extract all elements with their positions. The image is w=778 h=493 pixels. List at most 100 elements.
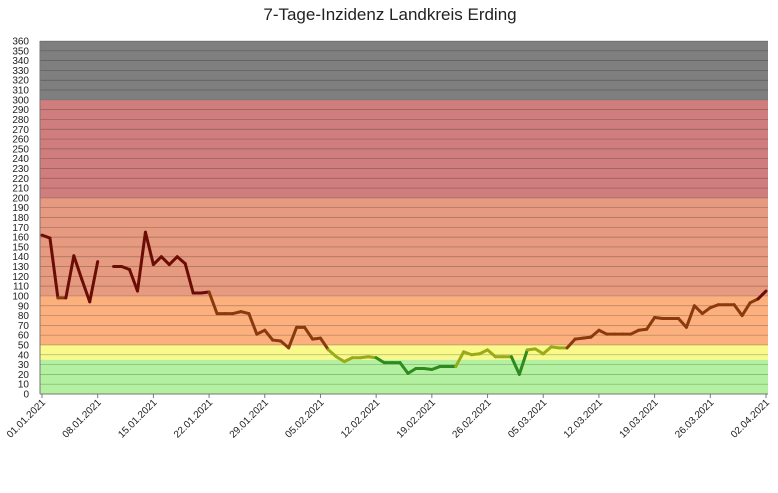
y-tick-label: 30 <box>18 360 30 371</box>
y-tick-label: 320 <box>12 76 29 87</box>
line-segment <box>756 289 768 301</box>
y-tick-label: 250 <box>12 144 29 155</box>
y-tick-label: 240 <box>12 154 29 165</box>
y-tick-label: 60 <box>18 331 30 342</box>
y-tick-label: 180 <box>12 213 29 224</box>
y-tick-label: 330 <box>12 66 29 77</box>
background-bands <box>40 41 768 394</box>
y-tick-label: 100 <box>12 291 29 302</box>
y-tick-label: 0 <box>23 390 29 401</box>
line-segment <box>589 328 601 339</box>
line-segment <box>509 355 521 376</box>
y-tick-label: 140 <box>12 252 29 263</box>
y-tick-label: 80 <box>18 311 30 322</box>
y-tick-label: 230 <box>12 164 29 175</box>
y-tick-label: 260 <box>12 135 29 146</box>
y-tick-label: 310 <box>12 86 29 97</box>
y-tick-label: 270 <box>12 125 29 136</box>
y-axis: 0102030405060708090100110120130140150160… <box>12 37 41 401</box>
x-tick-label: 19.02.2021 <box>395 397 438 440</box>
line-segment <box>143 230 155 267</box>
y-tick-label: 90 <box>18 301 30 312</box>
line-segment <box>454 350 466 369</box>
y-tick-label: 210 <box>12 184 29 195</box>
x-tick-label: 22.01.2021 <box>172 397 215 440</box>
y-tick-label: 50 <box>18 340 30 351</box>
series-line <box>40 230 768 376</box>
line-segment <box>247 312 259 336</box>
band-100-200 <box>40 197 768 296</box>
line-segment <box>318 336 330 352</box>
y-tick-label: 170 <box>12 223 29 234</box>
line-segment <box>175 255 187 266</box>
y-tick-label: 70 <box>18 321 30 332</box>
x-tick-label: 05.03.2021 <box>506 397 549 440</box>
line-segment <box>80 277 92 304</box>
y-tick-label: 220 <box>12 174 29 185</box>
line-segment <box>167 255 179 267</box>
x-tick-label: 12.02.2021 <box>339 397 382 440</box>
line-segment <box>676 316 688 329</box>
y-tick-label: 20 <box>18 370 30 381</box>
band-200-300 <box>40 99 768 198</box>
band-0-35 <box>40 359 768 394</box>
line-segment <box>398 361 410 375</box>
y-tick-label: 360 <box>12 37 29 48</box>
y-tick-label: 40 <box>18 350 30 361</box>
line-segment <box>279 339 291 350</box>
line-segment <box>326 348 338 359</box>
line-segment <box>374 356 386 365</box>
x-tick-label: 29.01.2021 <box>228 397 271 440</box>
y-tick-label: 190 <box>12 203 29 214</box>
x-tick-label: 15.01.2021 <box>116 397 159 440</box>
line-segment <box>732 303 744 318</box>
line-segment <box>334 355 346 364</box>
line-segment <box>303 325 315 341</box>
x-tick-label: 12.03.2021 <box>562 397 605 440</box>
line-segment <box>128 267 139 293</box>
y-tick-label: 350 <box>12 46 29 57</box>
line-segment <box>263 328 275 342</box>
line-segment <box>151 255 163 267</box>
y-tick-label: 110 <box>13 282 29 293</box>
y-tick-label: 280 <box>12 115 29 126</box>
y-tick-label: 130 <box>12 262 29 273</box>
line-segment <box>64 254 76 300</box>
line-segment <box>135 230 147 293</box>
y-tick-label: 10 <box>18 380 30 391</box>
line-segment <box>207 290 219 316</box>
y-tick-label: 200 <box>12 193 29 204</box>
x-tick-label: 19.03.2021 <box>618 397 661 440</box>
line-segment <box>541 345 553 356</box>
y-tick-label: 160 <box>12 233 29 244</box>
line-segment <box>700 306 712 316</box>
y-tick-label: 120 <box>12 272 29 283</box>
line-segment <box>406 367 418 375</box>
x-tick-label: 05.02.2021 <box>283 397 326 440</box>
line-segment <box>692 304 704 316</box>
band-50-100 <box>40 295 768 345</box>
line-segment <box>287 325 299 350</box>
line-segment <box>684 304 696 329</box>
band-300-360 <box>40 41 768 100</box>
y-tick-label: 150 <box>12 242 29 253</box>
line-segment <box>159 255 171 267</box>
line-segment <box>740 301 752 318</box>
chart-title: 7-Tage-Inzidenz Landkreis Erding <box>263 5 516 24</box>
band-35-50 <box>40 344 768 360</box>
x-axis: 01.01.2021 08.01.2021 15.01.2021 22.01.2021… <box>5 393 772 441</box>
line-segment <box>183 262 195 295</box>
line-segment <box>72 254 84 281</box>
line-segment <box>486 348 497 359</box>
x-tick-label: 02.04.2021 <box>729 397 772 440</box>
y-tick-label: 290 <box>12 105 29 116</box>
line-segment <box>88 260 100 304</box>
x-tick-label: 26.03.2021 <box>673 397 716 440</box>
y-tick-label: 340 <box>12 56 29 67</box>
y-tick-label: 300 <box>12 95 29 106</box>
x-tick-label: 01.01.2021 <box>5 397 48 440</box>
line-segment <box>48 236 60 300</box>
x-tick-label: 26.02.2021 <box>450 397 493 440</box>
line-segment <box>645 316 657 331</box>
